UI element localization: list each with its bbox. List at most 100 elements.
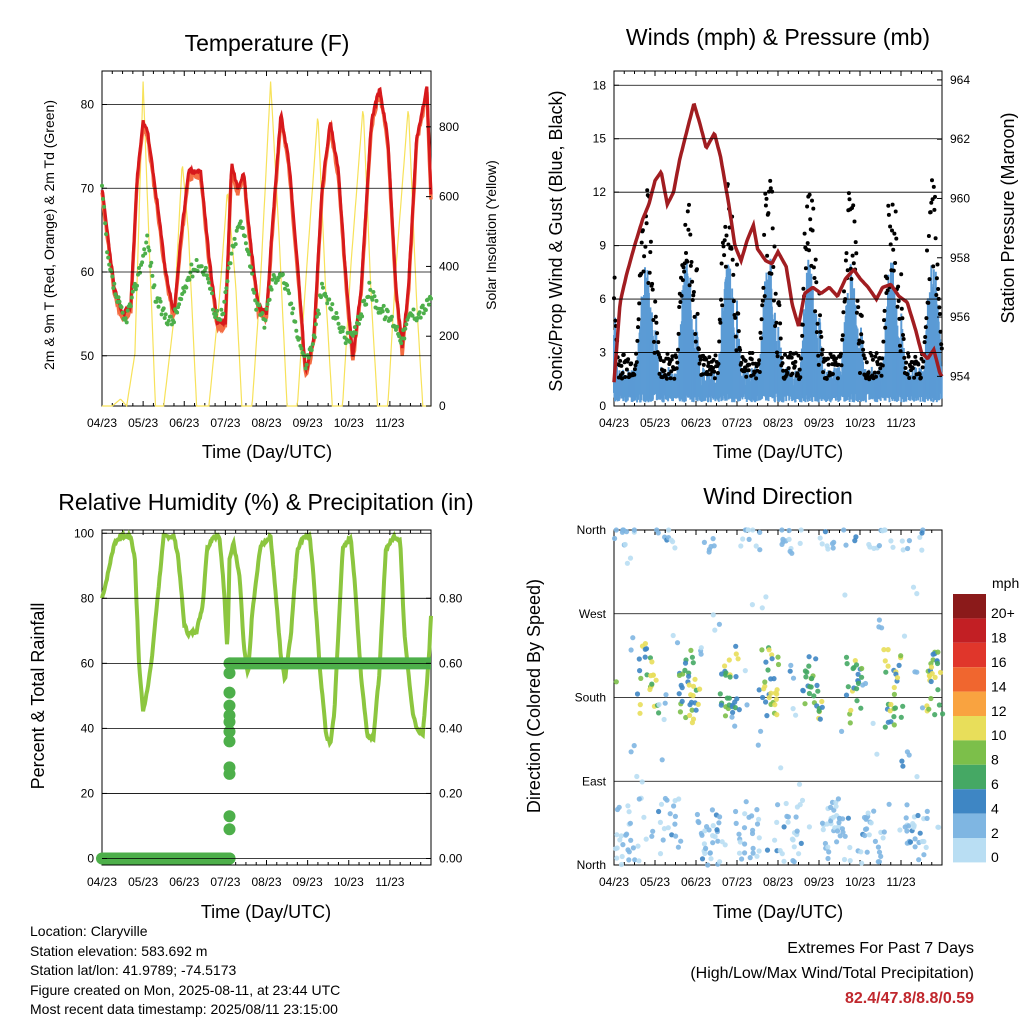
y-tick-label: 50 (81, 349, 95, 363)
gust-point (885, 276, 890, 281)
x-tick-label: 07/23 (210, 875, 240, 889)
dewpoint-point (204, 273, 209, 278)
gust-point (818, 313, 822, 318)
wind-direction-point (710, 840, 716, 846)
dewpoint-point (211, 307, 215, 312)
gust-point (642, 254, 647, 259)
wind-direction-point (638, 675, 644, 682)
wind-direction-point (759, 605, 765, 611)
gust-point (802, 231, 807, 236)
dewpoint-point (372, 294, 377, 299)
station-latlon: Station lat/lon: 41.9789; -74.5173 (30, 962, 237, 978)
wind-direction-point (741, 825, 748, 831)
gust-point (869, 353, 874, 358)
dewpoint-point (123, 316, 128, 321)
wind-direction-point (632, 857, 638, 863)
dewpoint-point (128, 304, 133, 309)
gust-point (842, 289, 846, 294)
wind-direction-point (660, 837, 666, 843)
gust-point (883, 325, 888, 330)
wind-direction-point (817, 716, 823, 722)
gust-point (894, 236, 899, 241)
y-tick-label: West (579, 607, 607, 621)
dewpoint-point (184, 285, 189, 290)
gust-point (907, 376, 912, 380)
wind-direction-point (672, 545, 678, 551)
gust-point (896, 299, 901, 303)
gust-point (807, 192, 812, 197)
gust-point (695, 267, 699, 272)
dewpoint-point (389, 314, 394, 319)
dewpoint-point (106, 255, 111, 260)
gust-point (901, 337, 906, 341)
gust-point (769, 271, 774, 276)
wind-direction-point (915, 812, 921, 819)
gust-point (686, 227, 691, 232)
dewpoint-point (109, 269, 114, 274)
gust-point (861, 353, 866, 358)
gust-point (666, 372, 671, 376)
gust-point (937, 305, 942, 310)
precip-point (223, 735, 236, 748)
wind-direction-point (783, 800, 789, 807)
wind-direction-point (871, 808, 877, 814)
gust-point (672, 376, 677, 381)
dewpoint-point (242, 234, 247, 239)
dewpoint-point (205, 276, 210, 281)
gust-point (879, 373, 884, 378)
wind-direction-point (712, 627, 718, 633)
extremes-title: Extremes For Past 7 Days (787, 940, 974, 957)
wind-direction-point (742, 850, 748, 856)
wind-direction-point (682, 660, 689, 666)
gust-point (681, 265, 686, 270)
wind-direction-point (894, 675, 901, 681)
wind-direction-point (639, 779, 645, 785)
wind-direction-point (630, 635, 636, 641)
dewpoint-point (152, 283, 157, 288)
wind-direction-point (904, 828, 910, 834)
wind-direction-point (682, 667, 688, 674)
dewpoint-point (182, 289, 187, 294)
gust-point (757, 370, 762, 374)
gust-point (901, 333, 905, 337)
dewpoint-point (426, 302, 431, 307)
gust-point (676, 347, 680, 352)
gust-point (715, 371, 720, 375)
wind-direction-point (661, 826, 668, 832)
dewpoint-point (103, 221, 108, 226)
wind-direction-point (634, 773, 640, 780)
wind-direction-point (932, 674, 938, 681)
wind-direction-point (628, 749, 634, 755)
legend-swatch (953, 789, 986, 814)
wind-direction-point (679, 698, 685, 705)
gust-point (733, 334, 738, 339)
wind-direction-point (762, 683, 768, 689)
gust-point (923, 325, 928, 330)
gust-point (771, 298, 776, 303)
wind-direction-point (742, 811, 748, 817)
gust-point (814, 330, 819, 335)
wind-direction-point (881, 829, 887, 835)
gust-point (722, 253, 727, 258)
gust-point (648, 239, 653, 244)
gust-point (805, 241, 810, 246)
gust-point (639, 240, 644, 245)
wind-direction-point (890, 544, 896, 550)
gust-point (878, 366, 883, 371)
gust-point (850, 253, 855, 258)
gust-point (612, 275, 617, 280)
wind-direction-point (842, 833, 848, 839)
gust-point (718, 320, 723, 325)
wind-direction-point (815, 688, 821, 694)
wind-direction-point (787, 668, 793, 674)
wind-direction-point (885, 647, 891, 653)
gust-point (811, 206, 816, 211)
wind-direction-point (929, 671, 935, 677)
gust-point (733, 315, 738, 320)
gust-point (677, 305, 682, 309)
wind-direction-point (657, 851, 664, 857)
wind-direction-point (825, 844, 831, 850)
wind-direction-point (665, 825, 671, 831)
wind-direction-point (746, 814, 752, 820)
gust-point (843, 258, 848, 263)
